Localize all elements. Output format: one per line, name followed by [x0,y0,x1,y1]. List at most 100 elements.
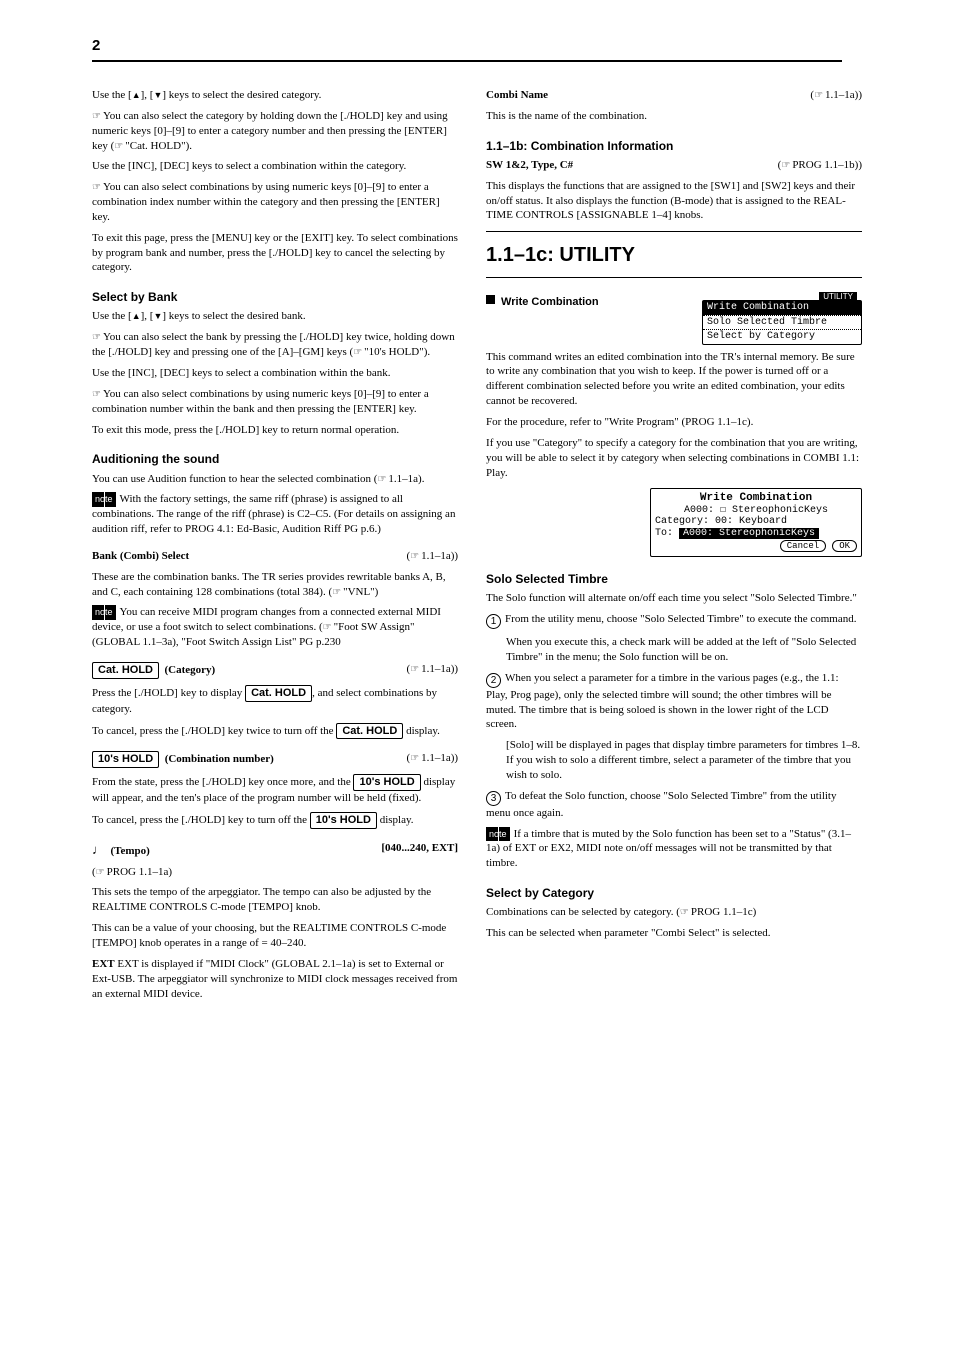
pointer-icon: ☞ [332,587,341,598]
tens-hold-badge: 10's HOLD [353,774,420,791]
note-badge: note [92,605,116,619]
p: The Solo function will alternate on/off … [486,591,862,606]
p: To cancel, press the [./HOLD] key twice … [92,723,458,740]
param-row: Cat. HOLD (Category) (☞1.1–1a)) [92,662,458,679]
lcd-item: Solo Selected Timbre [703,315,861,330]
p: Combinations can be selected by category… [486,905,862,920]
page-number: 2 [92,36,100,56]
p: To exit this page, press the [MENU] key … [92,231,458,276]
utility-heading: 1.1–1c: UTILITY [486,242,862,269]
header-rule [92,60,842,62]
up-icon [132,310,141,322]
pointer-icon: ☞ [410,551,419,562]
up-icon [132,89,141,101]
sub-heading: Solo Selected Timbre [486,571,862,587]
param-row: SW 1&2, Type, C# (☞PROG 1.1–1b)) [486,158,862,173]
cat-hold-badge: Cat. HOLD [245,685,312,702]
p: From the state, press the [./HOLD] key o… [92,774,458,806]
p: For the procedure, refer to "Write Progr… [486,415,862,430]
left-column: Use the [], [] keys to select the desire… [92,88,458,1007]
p: noteIf a timbre that is muted by the Sol… [486,827,862,872]
square-bullet-icon [486,296,501,308]
right-column: Combi Name (☞1.1–1a)) This is the name o… [486,88,862,1007]
p: [Solo] will be displayed in pages that d… [486,738,862,783]
dialog-selected-field: A000: StereophonicKeys [679,528,819,540]
lcd-item: Select by Category [703,329,861,344]
pointer-icon: ☞ [377,474,386,485]
note-badge: note [486,827,510,841]
pointer-icon: ☞ [781,160,790,171]
dialog-title: Write Combination [655,492,857,505]
pointer-icon: ☞ [680,907,689,918]
dialog-buttons: Cancel OK [655,541,857,553]
tens-hold-badge: 10's HOLD [92,751,159,768]
rule [486,277,862,278]
p: This command writes an edited combinatio… [486,350,862,409]
sub-heading: Select by Bank [92,289,458,305]
pointer-icon: ☞ [353,347,362,358]
p: noteYou can receive MIDI program changes… [92,605,458,650]
p: ☞You can also select combinations by usi… [92,387,458,417]
p: To cancel, press the [./HOLD] key to tur… [92,812,458,829]
p: Use the [], [] keys to select the desire… [92,88,458,103]
pointer-icon: ☞ [92,111,101,122]
pointer-icon: ☞ [92,332,101,343]
param-row: Combi Name (☞1.1–1a)) [486,88,862,103]
p: To exit this mode, press the [./HOLD] ke… [92,423,458,438]
param-row: ♩ (Tempo) [040...240, EXT] [92,841,458,859]
p: When you execute this, a check mark will… [486,635,862,665]
param-row: 10's HOLD (Combination number) (☞1.1–1a)… [92,751,458,768]
rule [486,231,862,232]
pointer-icon: ☞ [92,389,101,400]
sub-heading: Auditioning the sound [92,451,458,467]
sub-heading: Select by Category [486,885,862,901]
p: ☞You can also select combinations by usi… [92,180,458,225]
p: Press the [./HOLD] key to display Cat. H… [92,685,458,717]
p: If you use "Category" to specify a categ… [486,436,862,481]
ok-button[interactable]: OK [832,540,857,552]
cancel-button[interactable]: Cancel [780,540,826,552]
p: ☞You can also select the bank by pressin… [92,330,458,360]
p: Use the [], [] keys to select the desire… [92,309,458,324]
tempo-icon: ♩ [92,842,105,857]
step-1-icon: 1 [486,614,501,629]
pointer-icon: ☞ [814,90,823,101]
cat-hold-badge: Cat. HOLD [336,723,403,740]
pointer-icon: ☞ [92,182,101,193]
p: (☞PROG 1.1–1a) [92,865,458,880]
dialog-row: Category:00: Keyboard [655,516,857,528]
p: You can use Audition function to hear th… [92,472,458,487]
p: This can be selected when parameter "Com… [486,926,862,941]
note-badge: note [92,492,116,506]
lcd-menu: UTILITY Write Combination Solo Selected … [702,300,862,345]
p: This sets the tempo of the arpeggiator. … [92,885,458,915]
pointer-icon: ☞ [323,622,332,633]
write-dialog: Write Combination A000: ☐ StereophonicKe… [650,488,862,557]
cat-hold-badge: Cat. HOLD [92,662,159,679]
step: 1From the utility menu, choose "Solo Sel… [486,612,862,629]
lcd-tab: UTILITY [819,292,857,301]
p: noteWith the factory settings, the same … [92,492,458,537]
pointer-icon: ☞ [410,753,419,764]
pointer-icon: ☞ [96,867,105,878]
content-columns: Use the [], [] keys to select the desire… [92,88,862,1007]
p: ☞You can also select the category by hol… [92,109,458,154]
p: Use the [INC], [DEC] keys to select a co… [92,159,458,174]
tens-hold-badge: 10's HOLD [310,812,377,829]
p: EXT EXT is displayed if "MIDI Clock" (GL… [92,957,458,1002]
p: This is the name of the combination. [486,109,862,124]
step-2-icon: 2 [486,673,501,688]
dialog-name-row: A000: ☐ StereophonicKeys [655,505,857,517]
p: These are the combination banks. The TR … [92,570,458,600]
p: This can be a value of your choosing, bu… [92,921,458,951]
param-row: Bank (Combi) Select (☞1.1–1a)) [92,549,458,564]
pointer-icon: ☞ [114,141,123,152]
dialog-row: To:A000: StereophonicKeys [655,528,857,540]
p: Use the [INC], [DEC] keys to select a co… [92,366,458,381]
step: 2When you select a parameter for a timbr… [486,671,862,733]
step: 3To defeat the Solo function, choose "So… [486,789,862,821]
pointer-icon: ☞ [410,664,419,675]
p: This displays the functions that are ass… [486,179,862,224]
sub-heading: 1.1–1b: Combination Information [486,138,862,154]
lcd-item-selected: Write Combination [703,301,861,315]
